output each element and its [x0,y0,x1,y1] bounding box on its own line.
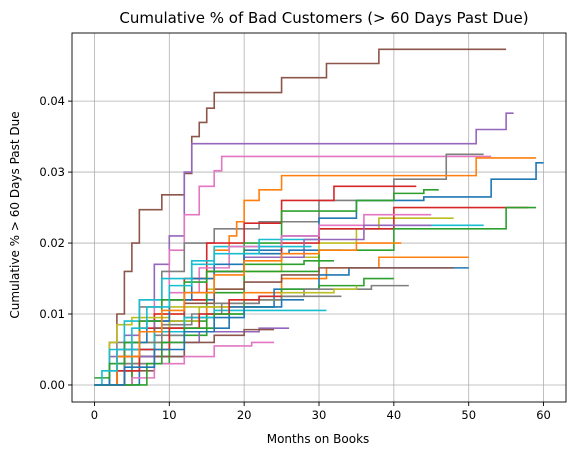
x-tick-label: 20 [237,408,252,422]
series-line [94,224,432,386]
series-line [94,245,312,386]
y-tick-label: 0.04 [39,94,65,108]
x-axis-ticks: 0 10 20 30 40 50 60 [91,402,551,422]
x-tick-label: 60 [536,408,551,422]
series-line [94,242,402,386]
y-axis-label: Cumulative % > 60 Days Past Due [8,111,22,318]
y-axis-ticks: 0.00 0.01 0.02 0.03 0.04 [39,94,72,392]
x-tick-label: 30 [312,408,327,422]
chart-title: Cumulative % of Bad Customers (> 60 Days… [119,9,528,27]
x-axis-label: Months on Books [267,432,370,446]
x-tick-label: 50 [461,408,476,422]
series-line [94,153,484,386]
series-line [94,306,275,386]
y-tick-label: 0.03 [39,165,65,179]
y-tick-label: 0.01 [39,307,65,321]
series-line [94,341,275,386]
series-line [94,185,417,386]
x-tick-label: 40 [387,408,402,422]
series-line [94,224,484,386]
series-line [94,295,282,386]
series-lines [94,48,544,386]
x-tick-label: 10 [162,408,177,422]
series-line [94,299,305,386]
y-tick-label: 0.02 [39,236,65,250]
y-tick-label: 0.00 [39,378,65,392]
series-line [94,189,439,386]
x-tick-label: 0 [91,408,98,422]
series-line [94,295,342,386]
